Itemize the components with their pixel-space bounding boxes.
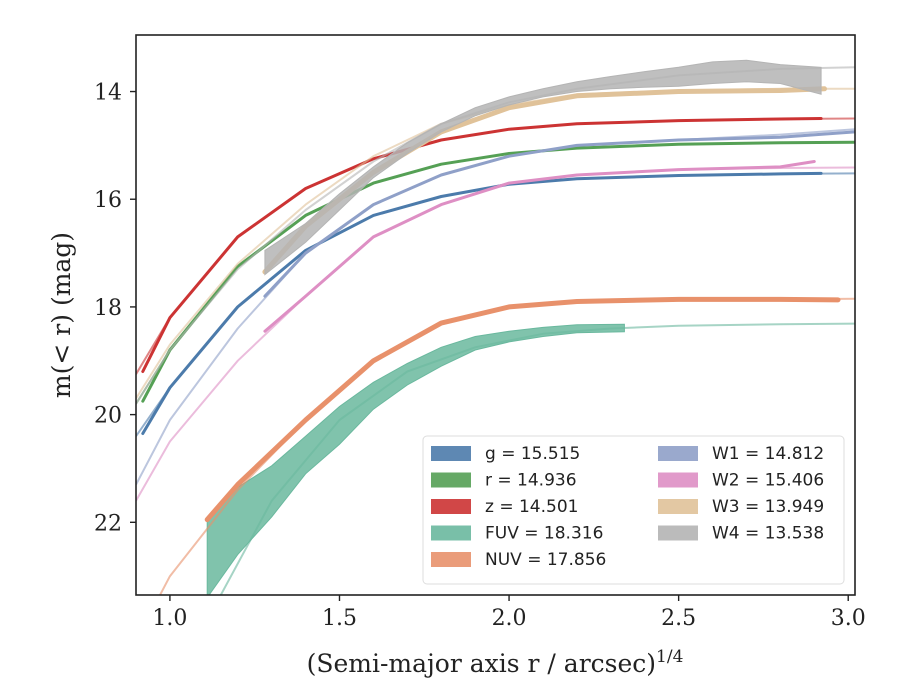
x-tick-label: 1.5: [322, 606, 357, 631]
legend-swatch-4: [431, 552, 471, 567]
series-layer: [136, 59, 855, 595]
legend-swatch-5: [658, 446, 698, 461]
x-tick-label: 2.0: [492, 606, 527, 631]
legend-swatch-8: [658, 525, 698, 541]
y-tick-label: 14: [94, 81, 122, 106]
series-8-data-band: [264, 59, 822, 276]
x-tick-label: 1.0: [152, 606, 187, 631]
series-5-data-line: [263, 130, 855, 298]
y-axis-label: m(< r) (mag): [47, 232, 76, 398]
x-tick-label: 2.5: [661, 606, 696, 631]
legend-box: [422, 435, 845, 585]
series-0-data-line: [141, 171, 823, 435]
x-axis-label: (Semi-major axis r / arcsec)1/4: [307, 647, 684, 678]
legend: g = 15.515 r = 14.936 z = 14.501 FUV = 18.3…: [422, 435, 845, 585]
legend-label-7: W3 = 13.949: [712, 497, 824, 517]
plot-frame: [135, 34, 856, 596]
legend-swatch-7: [658, 499, 698, 514]
series-3-data-band: [206, 323, 625, 595]
legend-label-8: W4 = 13.538: [712, 524, 824, 544]
y-tick-label: 22: [94, 511, 122, 536]
legend-swatch-0: [431, 446, 471, 461]
legend-label-0: g = 15.515: [485, 444, 580, 464]
legend-swatch-1: [431, 472, 471, 488]
legend-label-3: FUV = 18.316: [485, 524, 603, 544]
series-2-data-line: [141, 117, 823, 373]
legend-swatch-3: [431, 525, 471, 541]
ticks-layer: 1.0 1.5 2.0 2.5 3.0 14 16 18 20 22: [94, 81, 866, 631]
series-1-data-line: [141, 140, 855, 403]
legend-swatch-6: [658, 472, 698, 488]
legend-label-5: W1 = 14.812: [712, 444, 824, 464]
series-4-data-line: [204, 296, 841, 523]
y-tick-label: 16: [94, 188, 122, 213]
legend-swatch-2: [431, 499, 471, 514]
legend-label-4: NUV = 17.856: [485, 550, 606, 570]
legend-label-2: z = 14.501: [485, 497, 578, 517]
legend-label-1: r = 14.936: [485, 471, 577, 491]
y-tick-label: 20: [94, 404, 122, 429]
y-tick-label: 18: [94, 296, 122, 321]
x-tick-label: 3.0: [831, 606, 866, 631]
series-6-data-line: [263, 160, 816, 333]
legend-label-6: W2 = 15.406: [712, 471, 824, 491]
